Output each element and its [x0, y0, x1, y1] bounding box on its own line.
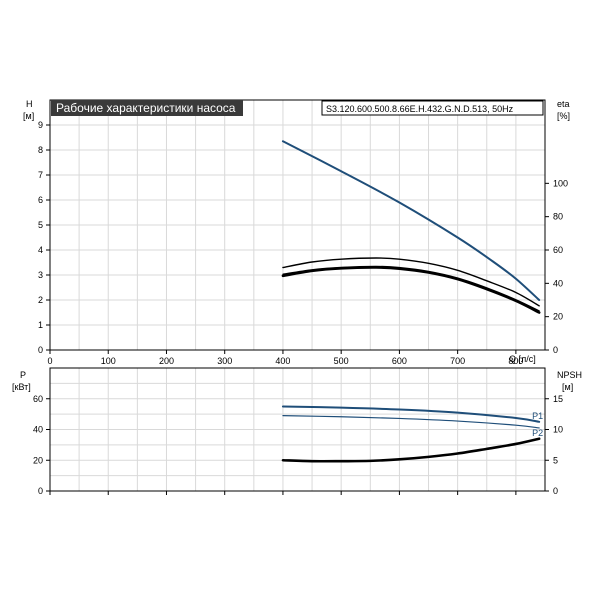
y2-axis-unit-npsh: [м]: [562, 382, 573, 392]
y-tick-label: 7: [38, 170, 43, 180]
npsh-curve: [281, 437, 541, 463]
y-tick-label: 5: [38, 220, 43, 230]
y2-axis-unit-eta: [%]: [557, 111, 570, 121]
bottom-panel-ticks: 0 20 40 60 0 5 10 15: [33, 394, 563, 496]
x-tick-label: 600: [392, 356, 407, 366]
x-tick-label: 300: [217, 356, 232, 366]
y-tick-label: 60: [33, 394, 43, 404]
bottom-panel-grid: [50, 368, 546, 491]
head-curve: [281, 140, 541, 301]
efficiency-curve-middle: [282, 265, 540, 312]
chart-subtitle-box: [321, 100, 544, 116]
bottom-panel-series-labels: P1 P2: [532, 411, 543, 438]
top-panel-grid: [50, 100, 546, 350]
bottom-panel-series: [281, 405, 541, 463]
chart-title: Рабочие характеристики насоса: [56, 101, 236, 115]
y2-tick-label: 10: [553, 425, 563, 435]
y2-tick-label: 0: [553, 486, 558, 496]
y-axis-label-p: P: [20, 370, 26, 380]
y-axis-unit-h: [м]: [23, 111, 34, 121]
y2-axis-label-npsh: NPSH: [557, 370, 582, 380]
x-tick-label: 100: [101, 356, 116, 366]
y2-tick-label: 20: [553, 312, 563, 322]
y-axis-label-h: H: [26, 99, 33, 109]
x-tick-label: 0: [47, 356, 52, 366]
y2-tick-label: 100: [553, 178, 568, 188]
y-tick-label: 3: [38, 270, 43, 280]
y-tick-label: 20: [33, 455, 43, 465]
x-tick-label: 500: [334, 356, 349, 366]
series-label-p1: P1: [532, 411, 543, 421]
y-tick-label: 0: [38, 345, 43, 355]
y2-tick-label: 40: [553, 278, 563, 288]
x-tick-label: 400: [275, 356, 290, 366]
efficiency-curve-lower: [281, 266, 541, 314]
y2-axis-label-eta: eta: [557, 99, 570, 109]
top-panel-series: [281, 140, 541, 314]
y-tick-label: 4: [38, 245, 43, 255]
y-tick-label: 2: [38, 295, 43, 305]
y-tick-label: 6: [38, 195, 43, 205]
y-axis-unit-p: [кВт]: [12, 382, 31, 392]
y2-tick-label: 15: [553, 394, 563, 404]
y-tick-label: 9: [38, 120, 43, 130]
chart-subtitle: S3.120.600.500.8.66E.H.432.G.N.D.513, 50…: [326, 104, 514, 114]
series-label-p2: P2: [532, 428, 543, 438]
y2-tick-label: 80: [553, 212, 563, 222]
efficiency-curve-upper: [282, 257, 540, 307]
x-axis-label: Q [л/с]: [509, 354, 536, 364]
y2-tick-label: 5: [553, 455, 558, 465]
y-tick-label: 8: [38, 145, 43, 155]
x-tick-label: 700: [450, 356, 465, 366]
x-tick-label: 200: [159, 356, 174, 366]
power-curve-p1: [281, 405, 541, 423]
chart-title-box: [51, 100, 243, 116]
y2-tick-label: 60: [553, 245, 563, 255]
y-tick-label: 0: [38, 486, 43, 496]
y-tick-label: 1: [38, 320, 43, 330]
x-tick-label: 800: [508, 356, 523, 366]
top-panel-ticks: 0 100 200 300 400 500 600 700 800 0 1 2 3 4 5 6 7 8 9 0 20 40…: [38, 120, 568, 366]
power-curve-p2: [282, 415, 540, 429]
y2-tick-label: 0: [553, 345, 558, 355]
y-tick-label: 40: [33, 425, 43, 435]
